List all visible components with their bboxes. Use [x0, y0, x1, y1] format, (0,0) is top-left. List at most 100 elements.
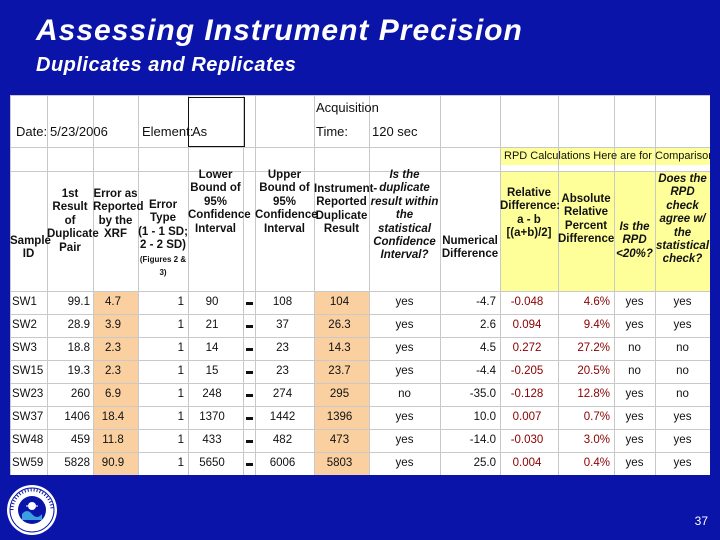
range-dash	[246, 417, 253, 420]
acquisition-label-2: Time:	[316, 124, 349, 139]
relative-difference-cell: 0.272	[512, 342, 542, 354]
within-interval-cell: yes	[395, 296, 414, 308]
upper-bound-cell: 37	[276, 319, 289, 331]
header-instrument-result-line: Reported	[316, 196, 367, 209]
header-error-xrf: Error as Reported by the XRF	[93, 188, 144, 242]
epa-seal-icon	[7, 485, 57, 535]
header-first-result-line: 1st	[61, 188, 79, 200]
error-type-cell: 1	[177, 365, 184, 377]
sample-id-cell: SW59	[12, 457, 44, 469]
header-relative-difference: Relative Difference: a - b [(a+b)/2]	[500, 187, 561, 241]
grid-col-line	[558, 95, 559, 475]
first-result-cell: 459	[70, 434, 90, 446]
header-error-xrf-line: by the	[98, 214, 133, 227]
first-result-cell: 5828	[64, 457, 90, 469]
rpd-agree-cell: yes	[673, 434, 692, 446]
range-dash	[246, 325, 253, 328]
rpd-lt-20-cell: yes	[625, 319, 644, 331]
dup-result-cell: 295	[329, 388, 350, 400]
dup-result-cell: 1396	[326, 411, 353, 423]
relative-difference-cell: 0.007	[512, 411, 542, 423]
header-within-interval-line: Confidence	[373, 236, 436, 249]
upper-bound-cell: 6006	[269, 457, 296, 469]
header-lower-bound: Lower Bound of 95% Confidence Interval	[188, 169, 251, 236]
grid-row-line	[10, 360, 710, 361]
rpd-agree-cell: no	[676, 388, 689, 400]
acquisition-value: 120 sec	[372, 124, 418, 139]
header-rpd-lt-20-line: Is the	[619, 221, 650, 233]
error-type-cell: 1	[177, 457, 184, 469]
rpd-lt-20-cell: yes	[625, 388, 644, 400]
header-lower-bound-line: Lower	[198, 169, 233, 181]
dup-result-cell: 26.3	[328, 319, 351, 331]
rpd-lt-20-cell: yes	[625, 457, 644, 469]
grid-col-line	[93, 95, 94, 475]
grid-col-line	[138, 95, 139, 475]
absolute-percent-cell: 0.4%	[583, 457, 610, 469]
grid-row-line	[10, 314, 710, 315]
absolute-percent-cell: 9.4%	[583, 319, 610, 331]
grid-row-line	[10, 291, 710, 292]
header-within-interval-line: Interval?	[380, 249, 429, 262]
header-numerical-difference-line: Difference	[441, 248, 499, 261]
header-absolute-relative-percent-line: Difference	[558, 233, 615, 246]
grid-col-line	[369, 95, 370, 475]
header-instrument-result-line: Instrument-	[314, 183, 378, 195]
rpd-note-fill	[500, 147, 710, 165]
absolute-percent-cell: 4.6%	[583, 296, 610, 308]
header-first-result: 1st Result of Duplicate Pair	[47, 188, 99, 255]
header-error-type-line: Error Type	[148, 199, 178, 225]
error-xrf-cell: 18.4	[101, 411, 125, 423]
error-xrf-cell: 11.8	[102, 434, 124, 446]
numerical-difference-cell: -14.0	[469, 434, 496, 446]
sample-id-cell: SW1	[12, 296, 37, 308]
header-within-interval: Is the duplicate result within the statist…	[369, 169, 440, 263]
dup-result-cell: 14.3	[328, 342, 351, 354]
rpd-lt-20-cell: no	[628, 365, 641, 377]
header-first-result-line: Result of	[52, 201, 88, 227]
upper-bound-cell: 108	[272, 296, 293, 308]
header-error-xrf-line: XRF	[104, 228, 127, 241]
error-xrf-cell: 2.3	[105, 342, 121, 354]
rpd-lt-20-cell: no	[628, 342, 641, 354]
element-value-box	[188, 97, 245, 147]
range-dash	[246, 440, 253, 443]
upper-bound-cell: 1442	[269, 411, 296, 423]
error-xrf-cell: 6.9	[105, 388, 121, 400]
header-absolute-relative-percent-line: Relative	[563, 206, 609, 219]
upper-bound-cell: 23	[276, 342, 289, 354]
header-relative-difference-line: Difference:	[500, 200, 561, 213]
sample-id-cell: SW23	[12, 388, 44, 400]
grid-row-line	[10, 452, 710, 453]
header-relative-difference-line: a - b	[517, 213, 541, 226]
header-rpd-lt-20-line: <20%?	[616, 247, 653, 260]
header-upper-bound: Upper Bound of 95% Confidence Interval	[255, 169, 318, 236]
absolute-percent-cell: 20.5%	[577, 365, 610, 377]
header-absolute-relative-percent-line: Percent	[564, 219, 608, 232]
header-upper-bound-line: Upper	[267, 169, 302, 181]
header-sample-id-line: Sample	[10, 235, 51, 247]
within-interval-cell: yes	[395, 434, 414, 446]
first-result-cell: 260	[70, 388, 90, 400]
header-sample-id-line: ID	[22, 248, 35, 261]
first-result-cell: 19.3	[67, 365, 90, 377]
header-upper-bound-line: Bound of	[259, 182, 310, 195]
rpd-agree-cell: yes	[673, 296, 692, 308]
dup-result-cell: 104	[329, 296, 350, 308]
dup-result-cell: 23.7	[328, 365, 351, 377]
sample-id-cell: SW3	[12, 342, 37, 354]
header-sample-id: Sample ID	[10, 235, 51, 262]
header-error-type-line: (Figures 2 & 3)	[139, 254, 187, 278]
header-rpd-agree-line: Does the	[658, 173, 707, 185]
upper-bound-cell: 482	[272, 434, 293, 446]
within-interval-cell: yes	[395, 411, 414, 423]
relative-difference-cell: 0.094	[512, 319, 542, 331]
sample-id-cell: SW37	[12, 411, 44, 423]
absolute-percent-cell: 27.2%	[577, 342, 610, 354]
header-numerical-difference: Numerical Difference	[440, 235, 500, 262]
header-error-xrf-line: Reported	[93, 201, 144, 214]
first-result-cell: 1406	[64, 411, 90, 423]
range-dash	[246, 463, 253, 466]
header-within-interval-line: Is the duplicate	[379, 169, 430, 195]
element-label: Element:	[142, 124, 194, 139]
